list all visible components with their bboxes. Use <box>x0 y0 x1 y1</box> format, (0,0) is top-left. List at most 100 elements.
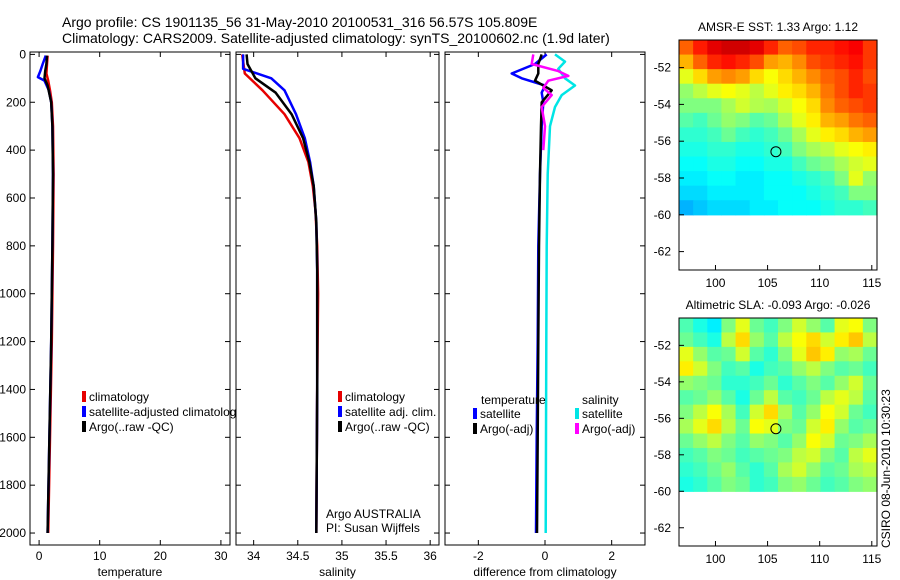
sla_map-cell <box>679 318 694 334</box>
sla_map-cell <box>834 433 850 449</box>
sla_map-cell <box>778 332 793 348</box>
sla_map-cell <box>806 318 822 334</box>
sla_map-cell <box>693 332 708 348</box>
sst_map-cell <box>707 54 723 70</box>
sst_map-cell <box>721 40 737 56</box>
sla_map-cell <box>834 462 850 478</box>
sst_map-ytick-label: -54 <box>654 97 672 111</box>
sst_map-cell <box>778 141 793 158</box>
sst_map-cell <box>679 141 694 158</box>
sla_map-cell <box>862 318 878 334</box>
sst_map-cell <box>763 127 779 143</box>
difference-panel: -2 0 2 difference from climatology temperatu… <box>444 51 646 579</box>
sla_map-cell <box>693 476 708 492</box>
temperature-ytick-label: 1600 <box>0 430 26 444</box>
sst_map-xtick-label: 110 <box>810 276 829 290</box>
temperature-ytick-label: 400 <box>6 143 26 157</box>
sst_map-cell <box>848 156 864 172</box>
sst_map-cell <box>778 127 793 143</box>
sla_map-cell <box>735 447 751 463</box>
difference-legend-swatch <box>473 408 477 419</box>
sst_map-cell <box>820 54 836 70</box>
sst_map-cell <box>848 40 864 56</box>
difference-legend-label: Argo(-adj) <box>480 422 533 436</box>
sst_map-cell <box>749 54 765 70</box>
sst_map-cell <box>679 171 694 187</box>
sla_map-cell <box>806 332 822 348</box>
sst_map-cell <box>721 112 737 128</box>
sla_map-cell <box>806 447 822 463</box>
sla_map-cell <box>749 375 765 391</box>
sla_map-cell <box>707 318 723 334</box>
sla_map-cell <box>834 447 850 463</box>
sst_map-cell <box>792 171 807 187</box>
sst_map-cell <box>792 40 807 56</box>
sst_map-cell <box>679 69 694 85</box>
sla_map-cell <box>778 346 793 362</box>
sla_map-cell <box>693 447 708 463</box>
salinity-annotation: PI: Susan Wijffels <box>326 521 420 535</box>
sst_map-cell <box>834 40 850 56</box>
sst_map-cell <box>834 156 850 172</box>
sla_map-cell <box>862 419 878 435</box>
sla_map-cell <box>792 419 807 435</box>
sst_map-cell <box>679 185 694 201</box>
sst_map-cell <box>848 69 864 85</box>
sla_map-cell <box>834 476 850 492</box>
sla_map-cell <box>721 476 737 492</box>
sst_map-cell <box>707 40 723 56</box>
sst_map-xtick-label: 115 <box>862 276 881 290</box>
sst_map-cell <box>735 112 751 128</box>
sst_map-cell <box>749 156 765 172</box>
sla_map-cell <box>735 419 751 435</box>
temperature-ytick-label: 600 <box>6 191 26 205</box>
temperature-ytick-label: 200 <box>6 95 26 109</box>
sla_map-cell <box>763 476 779 492</box>
sla_map-cell <box>848 390 864 406</box>
sst_map-cell <box>679 156 694 172</box>
sla_map-cell <box>735 462 751 478</box>
sla_map-cell <box>763 361 779 377</box>
sst_map-cell <box>806 112 822 128</box>
sst_map-cell <box>806 171 822 187</box>
sla_map-cell <box>721 375 737 391</box>
sla_map-cell <box>707 447 723 463</box>
figure-title-line1: Argo profile: CS 1901135_56 31-May-2010 … <box>62 14 537 30</box>
sla_map-cell <box>848 346 864 362</box>
sla_map-cell <box>862 462 878 478</box>
sla_map-cell <box>778 433 793 449</box>
sla_map-cell <box>820 462 836 478</box>
sst_map-cell <box>749 171 765 187</box>
sst_map-cell <box>707 83 723 99</box>
sst_map-cell <box>834 185 850 201</box>
sst_map-cell <box>862 69 878 85</box>
temperature-legend-swatch <box>82 406 86 417</box>
sla_map-cell <box>679 419 694 435</box>
sst_map-frame <box>678 39 878 271</box>
salinity-xtick-label: 36 <box>423 549 437 563</box>
sst_map-cell <box>763 40 779 56</box>
sst_map-cell <box>862 127 878 143</box>
sla_map-cell <box>735 332 751 348</box>
sla_map-ytick-label: -56 <box>654 411 672 425</box>
sla_map-cell <box>707 462 723 478</box>
sst_map-ytick-label: -62 <box>654 245 672 259</box>
sst_map-cell <box>693 69 708 85</box>
sst_map-cell <box>862 156 878 172</box>
sla_map-cell <box>806 462 822 478</box>
sla_map-cell <box>721 419 737 435</box>
sst_map-cell <box>862 83 878 99</box>
sst_map-cell <box>806 98 822 114</box>
sla_map-cell <box>679 462 694 478</box>
sla_map-cell <box>679 375 694 391</box>
sla_map-cell <box>820 447 836 463</box>
sst_map-cell <box>749 98 765 114</box>
sla_map-cell <box>707 476 723 492</box>
sst_map-cell <box>792 83 807 99</box>
sla_map-cell <box>848 419 864 435</box>
sst_map-cell <box>735 40 751 56</box>
difference-legend-title-temperature: temperature <box>481 393 546 407</box>
sst_map-ytick-label: -52 <box>654 61 672 75</box>
sst_map-cell <box>834 83 850 99</box>
sst_map-cell <box>820 40 836 56</box>
